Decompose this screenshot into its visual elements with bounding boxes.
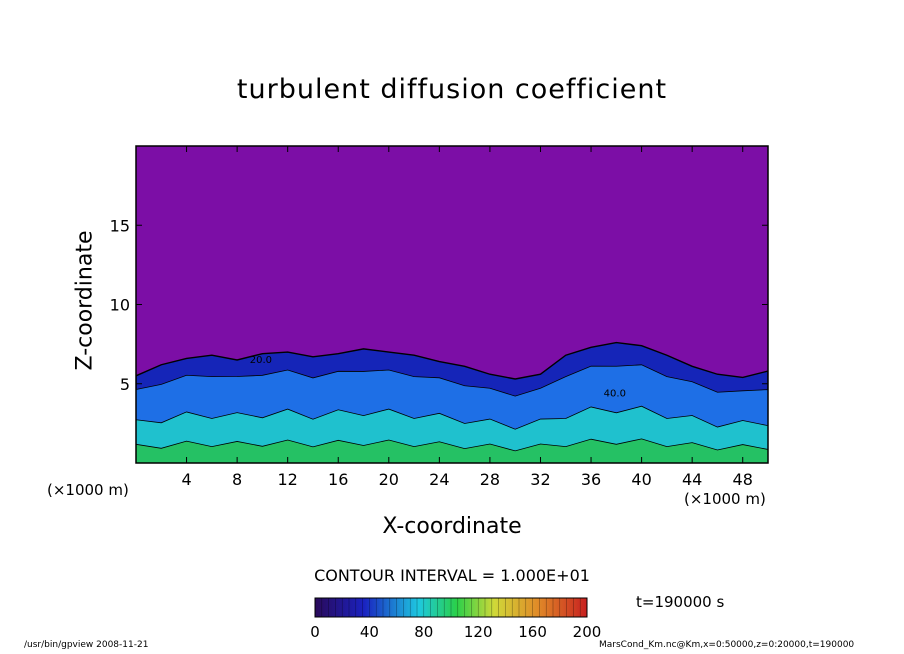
x-unit-left: (×1000 m) xyxy=(47,481,129,499)
colorbar-tick-label: 120 xyxy=(464,623,493,641)
y-tick-label: 15 xyxy=(110,216,130,235)
colorbar-tick-label: 200 xyxy=(573,623,602,641)
x-tick-label: 16 xyxy=(328,470,348,489)
y-tick-label: 5 xyxy=(120,375,130,394)
chart-title: turbulent diffusion coefficient xyxy=(236,74,668,105)
contour-label: 20.0 xyxy=(250,355,272,366)
x-tick-label: 36 xyxy=(581,470,601,489)
colorbar-tick-label: 160 xyxy=(518,623,547,641)
x-tick-label: 44 xyxy=(682,470,702,489)
x-tick-label: 12 xyxy=(278,470,298,489)
y-tick-label: 10 xyxy=(110,296,130,315)
x-axis-label: X-coordinate xyxy=(382,514,522,539)
x-axis-ticks: 4 8 12 16 20 24 28 32 36 40 44 48 xyxy=(181,146,753,489)
x-tick-label: 24 xyxy=(429,470,449,489)
colorbar: 0 40 80 120 160 200 xyxy=(310,597,601,641)
contour-interval: CONTOUR INTERVAL = 1.000E+01 xyxy=(314,566,590,585)
x-tick-label: 4 xyxy=(181,470,191,489)
colorbar-stripes xyxy=(314,598,588,617)
colorbar-ticks: 0 40 80 120 160 200 xyxy=(310,623,601,641)
footer-right: MarsCond_Km.nc@Km,x=0:50000,z=0:20000,t=… xyxy=(599,640,855,650)
contour-label: 40.0 xyxy=(604,388,626,399)
heatmap-field: 20.0 40.0 xyxy=(136,146,768,463)
colorbar-tick-label: 80 xyxy=(414,623,433,641)
colorbar-tick-label: 0 xyxy=(310,623,320,641)
y-axis-label: Z-coordinate xyxy=(72,230,98,371)
colorbar-tick-label: 40 xyxy=(360,623,379,641)
footer-left: /usr/bin/gpview 2008-11-21 xyxy=(24,640,149,650)
layer-green xyxy=(136,438,768,463)
y-axis-ticks: 5 10 15 xyxy=(110,216,768,394)
x-tick-label: 48 xyxy=(733,470,753,489)
colorbar-frame xyxy=(314,597,588,618)
time-label: t=190000 s xyxy=(636,593,725,611)
x-tick-label: 32 xyxy=(530,470,550,489)
x-unit-right: (×1000 m) xyxy=(684,490,766,508)
x-tick-label: 20 xyxy=(379,470,399,489)
x-tick-label: 8 xyxy=(232,470,242,489)
x-tick-label: 40 xyxy=(631,470,651,489)
x-tick-label: 28 xyxy=(480,470,500,489)
